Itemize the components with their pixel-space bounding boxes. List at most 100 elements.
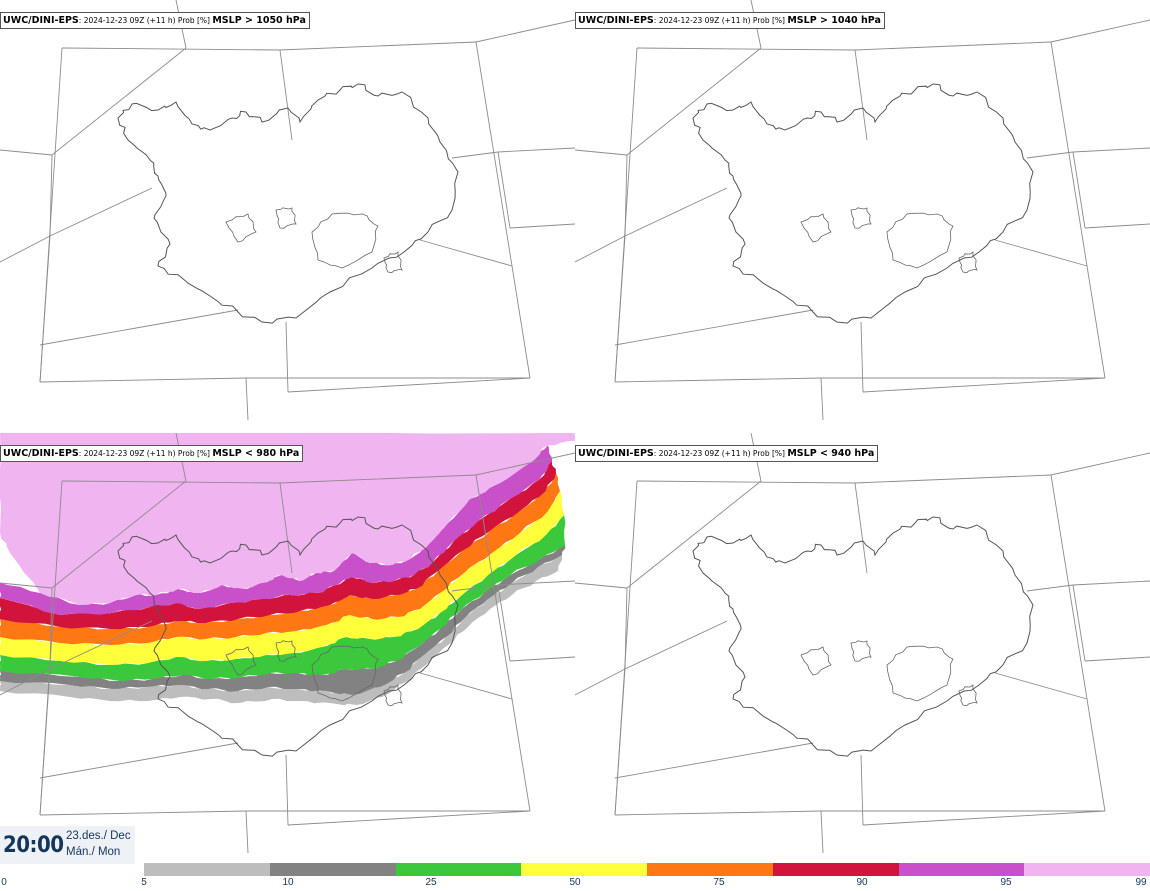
probability-band-red — [0, 461, 556, 630]
colorbar-segment — [647, 863, 773, 876]
grid-line — [994, 672, 1088, 700]
grid-line — [614, 480, 638, 816]
grid-line — [287, 377, 531, 393]
grid-line — [509, 223, 575, 229]
colorbar-tick: 0 — [1, 877, 7, 888]
grid-line — [475, 474, 531, 812]
grid-line — [860, 754, 864, 826]
glacier-outline — [311, 645, 379, 702]
glacier-outline — [958, 251, 978, 274]
colorbar-tick: 90 — [856, 877, 868, 888]
grid-line — [39, 47, 63, 383]
colorbar-tick: 25 — [425, 877, 437, 888]
grid-line — [626, 47, 762, 156]
colorbar-segment — [898, 863, 1025, 876]
iceland-coastline — [117, 516, 459, 757]
glacier-outline — [850, 640, 872, 662]
iceland-coastline — [692, 516, 1034, 757]
probability-band-yellow — [0, 491, 564, 665]
map-panel-mslp-lt-940: UWC/DINI-EPS: 2024-12-23 09Z (+11 h) Pro… — [575, 433, 1150, 864]
grid-line — [279, 482, 293, 574]
glacier-outline — [225, 646, 257, 676]
grid-line — [279, 49, 293, 141]
grid-line — [575, 149, 628, 156]
grid-line — [614, 810, 822, 816]
grid-line — [0, 582, 53, 589]
probability-band-orange — [0, 473, 560, 645]
grid-line — [287, 810, 531, 826]
glacier-outline — [275, 207, 297, 229]
grid-line — [994, 239, 1088, 267]
grid-line — [39, 309, 239, 346]
grid-line — [862, 377, 1106, 393]
colorbar-tick: 99 — [1135, 877, 1147, 888]
grid-line — [39, 377, 247, 383]
grid-line — [1072, 580, 1150, 586]
map-grid-lines — [0, 433, 575, 854]
grid-line — [475, 41, 531, 379]
grid-line — [1084, 656, 1150, 662]
grid-line — [820, 377, 824, 421]
grid-line — [497, 584, 511, 662]
grid-line — [279, 474, 477, 484]
grid-line — [575, 235, 626, 263]
grid-line — [61, 47, 281, 51]
grid-line — [509, 656, 575, 662]
map-canvas — [575, 433, 1150, 854]
grid-line — [1050, 452, 1150, 476]
grid-line — [0, 149, 53, 156]
map-grid-lines — [575, 0, 1150, 421]
iceland-coastline — [117, 83, 459, 324]
glacier-outline — [383, 684, 403, 707]
probability-band-pink — [0, 433, 575, 605]
valid-weekday: Mán./ Mon — [66, 846, 121, 858]
grid-line — [285, 754, 289, 826]
grid-line — [497, 151, 511, 229]
colorbar-tick: 10 — [282, 877, 294, 888]
grid-line — [39, 810, 247, 816]
map-panel-mslp-gt-1040: UWC/DINI-EPS: 2024-12-23 09Z (+11 h) Pro… — [575, 0, 1150, 431]
panel-title: UWC/DINI-EPS: 2024-12-23 09Z (+11 h) Pro… — [0, 12, 310, 29]
map-canvas — [0, 433, 575, 854]
glacier-outline — [225, 213, 257, 243]
grid-line — [575, 582, 628, 589]
grid-line — [626, 480, 762, 589]
panel-title: UWC/DINI-EPS: 2024-12-23 09Z (+11 h) Pro… — [575, 12, 885, 29]
glacier-outline — [886, 212, 954, 269]
panel-title: UWC/DINI-EPS: 2024-12-23 09Z (+11 h) Pro… — [575, 445, 879, 462]
grid-line — [51, 47, 187, 156]
colorbar-segment — [521, 863, 647, 876]
iceland-coastline — [692, 83, 1034, 324]
glacier-outline — [800, 213, 832, 243]
grid-line — [475, 19, 575, 43]
grid-line — [419, 672, 513, 700]
glacier-outline — [383, 251, 403, 274]
colorbar-tick: 75 — [713, 877, 725, 888]
glacier-outline — [886, 645, 954, 702]
colorbar-tick: 95 — [1000, 877, 1012, 888]
colorbar-segment — [772, 863, 899, 876]
grid-line — [1050, 41, 1106, 379]
grid-line — [624, 187, 728, 237]
grid-line — [1072, 151, 1086, 229]
grid-line — [614, 309, 814, 346]
grid-line — [614, 742, 814, 779]
grid-line — [820, 810, 824, 854]
panel-title: UWC/DINI-EPS: 2024-12-23 09Z (+11 h) Pro… — [0, 445, 304, 462]
grid-line — [0, 235, 51, 263]
probability-band-dgray — [0, 545, 566, 695]
grid-line — [636, 47, 856, 51]
glacier-outline — [311, 212, 379, 269]
grid-line — [624, 620, 728, 670]
grid-line — [854, 474, 1052, 484]
grid-line — [1084, 223, 1150, 229]
grid-line — [497, 147, 575, 153]
grid-line — [39, 742, 239, 779]
valid-date: 23.des./ Dec — [66, 830, 131, 842]
map-grid-lines — [575, 433, 1150, 854]
grid-line — [451, 151, 499, 159]
grid-line — [39, 480, 63, 816]
grid-line — [61, 480, 281, 484]
colorbar-segment — [144, 863, 270, 876]
grid-line — [285, 321, 289, 393]
